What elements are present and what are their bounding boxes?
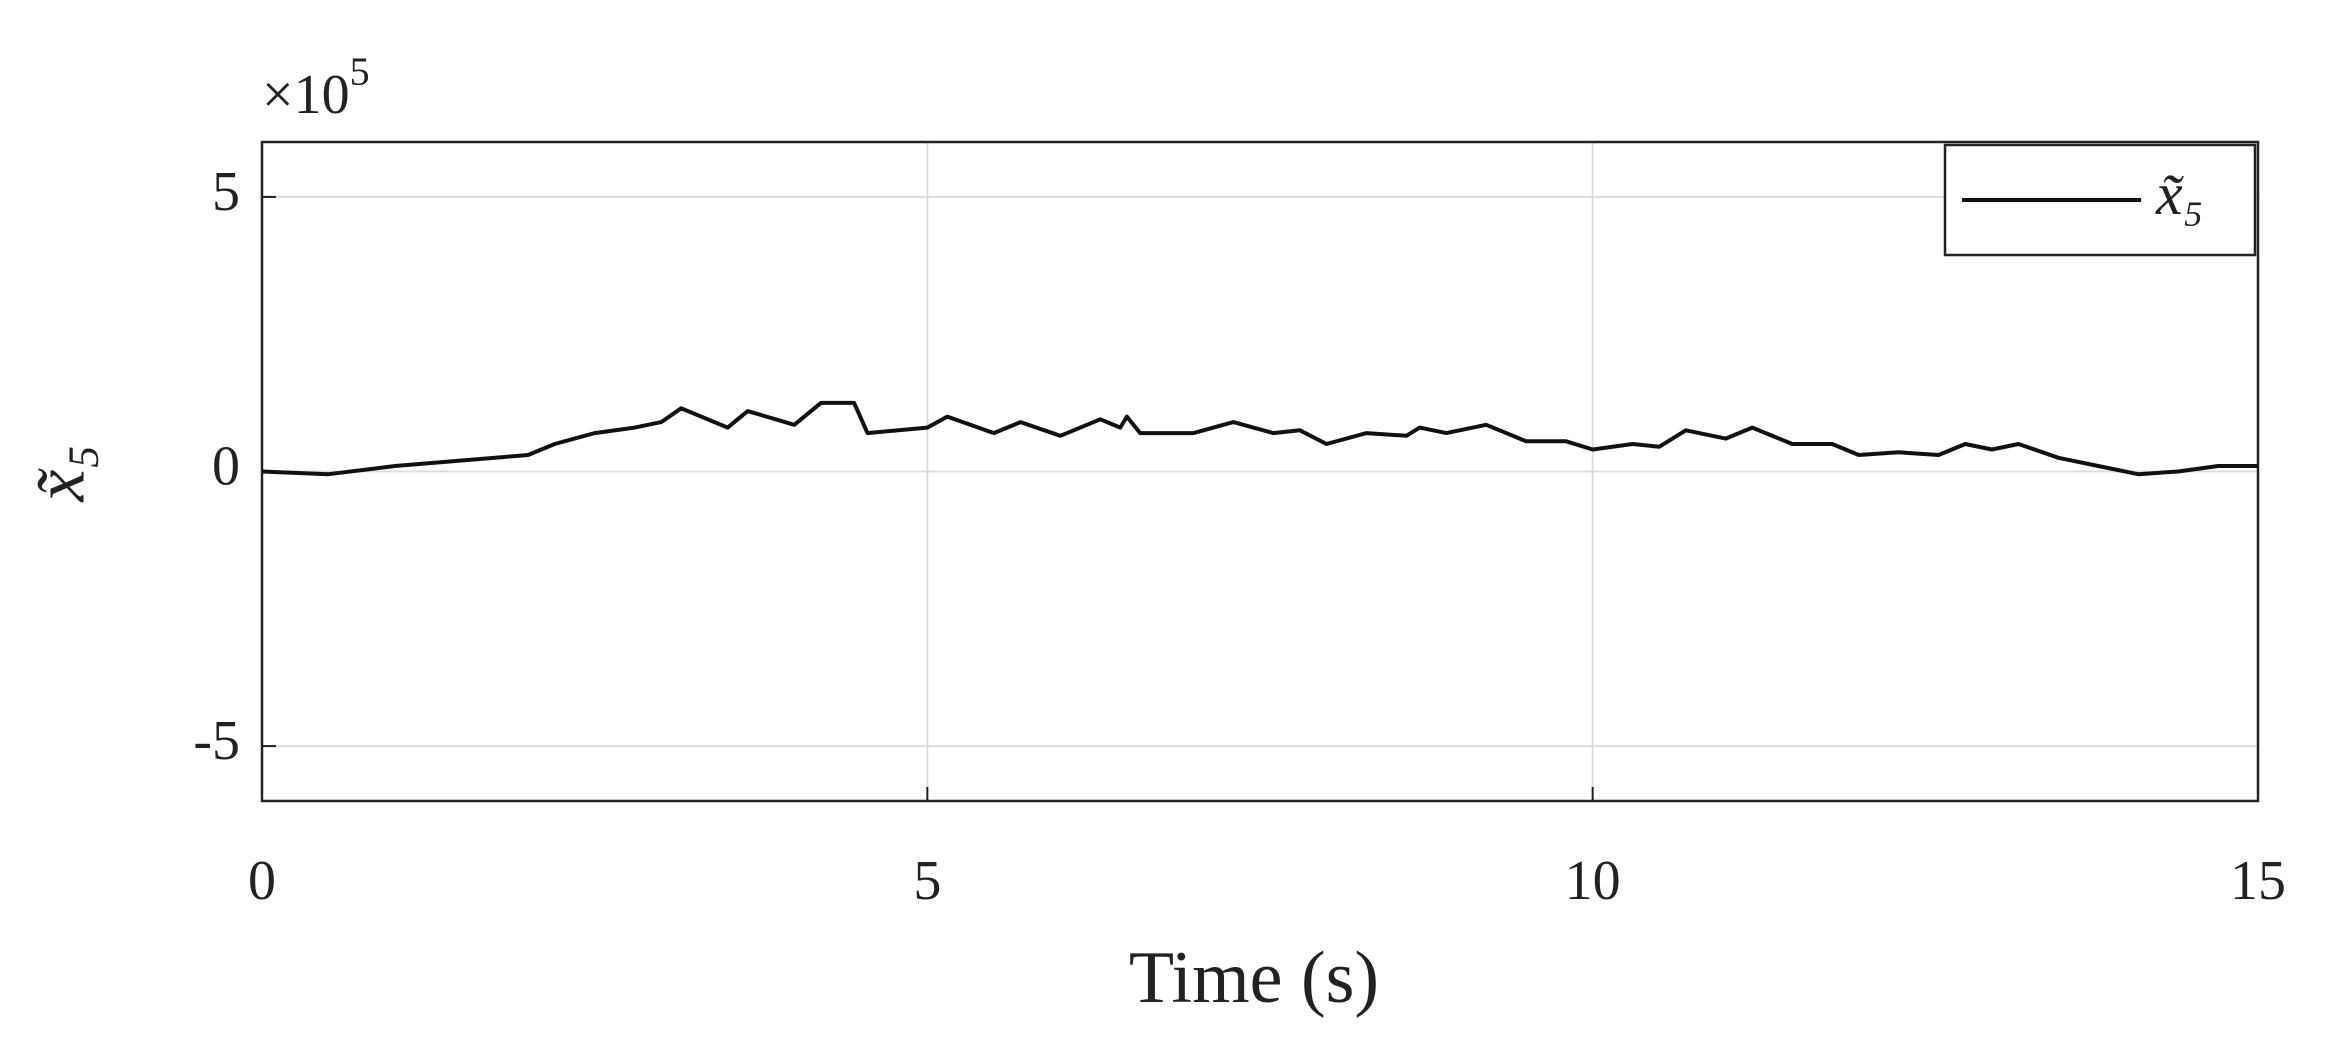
y-tick-label: 5 — [212, 161, 240, 223]
x-axis-label: Time (s) — [1129, 937, 1379, 1019]
multiplier-exponent: 5 — [350, 49, 370, 94]
legend-label: x̃₅ — [2155, 161, 2204, 227]
y-tick-label: 0 — [212, 435, 240, 497]
x-tick-label: 5 — [913, 850, 941, 912]
multiplier-base: ×10 — [262, 64, 350, 126]
y-tick-label: -5 — [193, 710, 240, 772]
y-multiplier: ×105 — [262, 49, 370, 126]
y-axis-label: x̃₅ — [20, 445, 100, 503]
x-tick-label: 15 — [2230, 850, 2286, 912]
x-tick-label: 0 — [248, 850, 276, 912]
data-line — [261, 400, 2258, 477]
x-tick-label: 10 — [1565, 850, 1621, 912]
